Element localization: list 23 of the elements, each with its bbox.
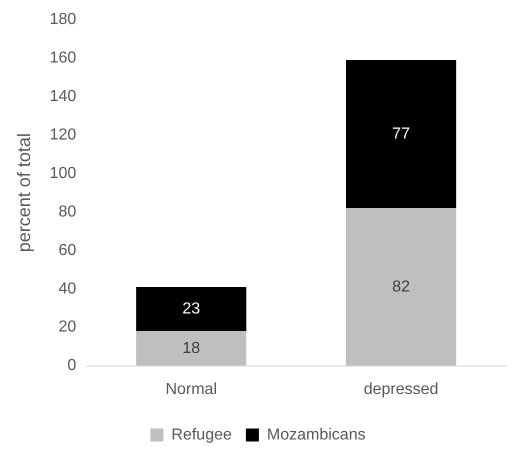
y-tick-label: 100 — [50, 164, 76, 182]
y-tick-label: 20 — [58, 318, 76, 336]
y-tick-label: 140 — [50, 88, 76, 105]
y-tick-label: 80 — [58, 203, 76, 220]
y-tick-label: 180 — [50, 11, 76, 28]
y-tick-label: 120 — [50, 126, 76, 144]
y-tick-label: 40 — [58, 280, 76, 298]
bar — [136, 331, 246, 366]
data-label: 77 — [392, 125, 410, 142]
y-axis-title: percent of total — [14, 133, 34, 252]
x-tick-label: depressed — [364, 380, 438, 398]
x-tick-label: Normal — [165, 380, 218, 398]
data-label: 18 — [182, 340, 200, 357]
legend-label: Refugee — [171, 426, 232, 444]
data-label: 23 — [182, 300, 200, 318]
y-tick-label: 160 — [50, 49, 76, 66]
y-tick-label: 0 — [67, 357, 76, 374]
bar — [346, 208, 456, 366]
legend-label: Mozambicans — [266, 426, 366, 444]
bar — [136, 286, 246, 332]
bar — [346, 60, 456, 208]
y-tick-label: 60 — [58, 242, 76, 259]
data-label: 82 — [392, 278, 410, 296]
